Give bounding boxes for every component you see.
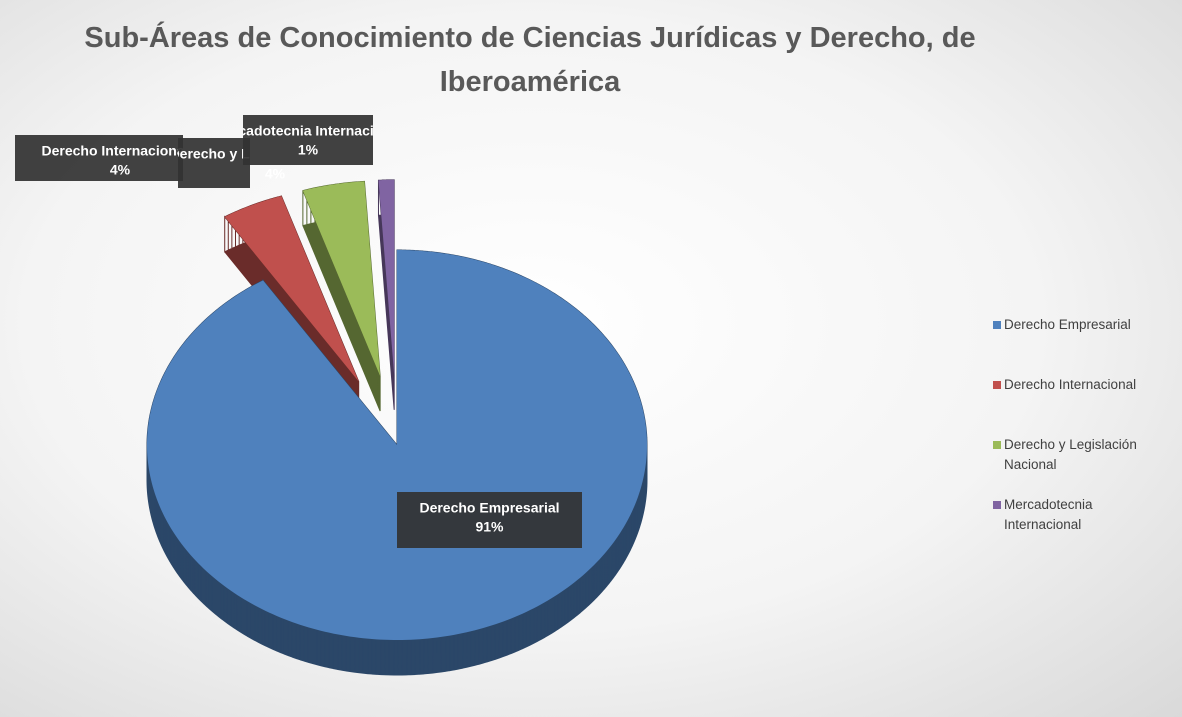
label-text: Mercadotecnia Internacional [213,123,402,139]
label-box [178,138,250,188]
label-value: 91% [475,519,504,535]
slice [224,196,359,382]
slice [302,181,381,377]
label-box [397,492,582,548]
legend-swatch [993,501,1001,509]
label-value: 4% [265,166,286,182]
label-text: Derecho y Legislación Nacional [170,146,381,162]
legend-label: Derecho Internacional [1004,377,1137,392]
label-category: Derecho Internacional [41,143,188,159]
legend-swatch [993,381,1001,389]
label-category: Mercadotecnia Internacional [213,123,402,139]
label-category: Derecho y Legislación Nacional [170,146,381,162]
label-text: Derecho Empresarial [419,500,559,516]
label-box [243,115,373,165]
legend-item: Derecho y Legislación Nacional [990,435,1182,495]
legend-label: Derecho y Legislación Nacional [1004,437,1137,472]
label-category: Derecho Empresarial [419,500,559,516]
label-value: 1% [298,142,319,158]
legend: Derecho Empresarial Derecho Internacional… [990,315,1182,555]
chart-title: Sub-Áreas de Conocimiento de Ciencias Ju… [84,22,976,98]
data-label: Derecho Empresarial 91% [397,492,582,548]
legend-item: Derecho Empresarial [990,315,1182,375]
data-label: Derecho Internacional 4% [15,135,188,181]
legend-swatch [993,321,1001,329]
slice [147,250,647,640]
data-label: Derecho y Legislación Nacional 4% [170,138,381,188]
label-value: 4% [110,162,131,178]
data-label: Mercadotecnia Internacional 1% [213,115,402,165]
legend-label: Mercadotecnia Internacional [1004,497,1093,532]
label-text: Derecho Internacional [41,143,188,159]
label-box [15,135,183,181]
legend-item: Derecho Internacional [990,375,1182,435]
slice [378,179,395,375]
legend-swatch [993,441,1001,449]
legend-label: Derecho Empresarial [1004,317,1131,332]
legend-item: Mercadotecnia Internacional [990,495,1182,555]
